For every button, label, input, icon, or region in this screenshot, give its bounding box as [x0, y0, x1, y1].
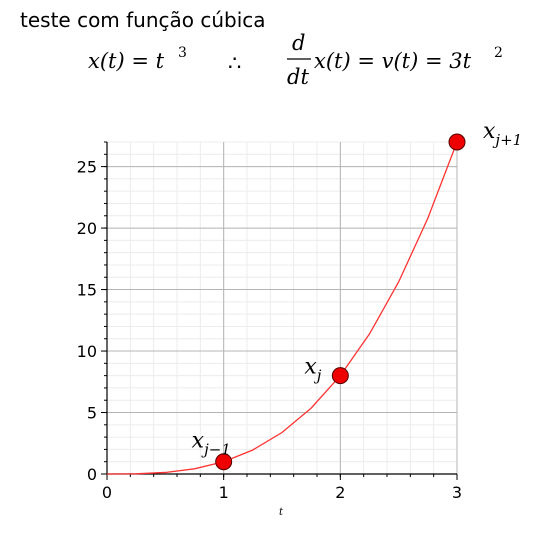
point-label-subscript: j+1: [492, 131, 522, 149]
x-tick-label: 0: [102, 483, 112, 502]
x-tick-label: 2: [335, 483, 345, 502]
equation-rhs-exponent: 2: [494, 45, 503, 61]
point-label: xj: [304, 355, 321, 385]
point-marker: [215, 453, 233, 471]
y-tick-label: 15: [77, 281, 97, 300]
y-tick-label: 0: [87, 465, 97, 484]
tick-marks: [101, 141, 458, 480]
y-tick-label: 20: [77, 219, 97, 238]
equation-lhs-exponent: 3: [178, 45, 187, 61]
equation: x(t) = t 3 ∴ d dt x(t) = v(t) = 3t 2: [88, 31, 503, 89]
point-labels: xj−1 xj xj+1: [192, 119, 523, 459]
point-marker: [448, 133, 466, 151]
equation-lhs: x(t) = t: [88, 49, 165, 73]
major-gridlines: [107, 142, 458, 474]
derivative-denominator: dt: [287, 65, 309, 89]
series-line: [106, 141, 458, 475]
y-tick-label: 25: [77, 158, 97, 177]
tick-labels: 0 1 2 3 0 5 10 15 20 25: [77, 158, 462, 502]
minor-gridlines: [106, 141, 458, 475]
point-label: xj+1: [483, 119, 522, 149]
y-tick-label: 10: [77, 342, 97, 361]
page-title: teste com função cúbica: [20, 8, 266, 32]
highlighted-points: [215, 133, 466, 471]
y-tick-label: 5: [87, 404, 97, 423]
x-axis-label: t: [279, 507, 284, 518]
equation-rhs: x(t) = v(t) = 3t: [314, 49, 472, 73]
point-label: xj−1: [192, 429, 231, 459]
point-label-subscript: j: [314, 367, 322, 385]
x-tick-label: 3: [452, 483, 462, 502]
point-marker: [331, 367, 349, 385]
therefore-symbol: ∴: [228, 51, 241, 75]
derivative-numerator: d: [292, 31, 305, 55]
x-tick-label: 1: [219, 483, 229, 502]
point-label-subscript: j−1: [201, 441, 231, 459]
axes: [106, 142, 457, 475]
